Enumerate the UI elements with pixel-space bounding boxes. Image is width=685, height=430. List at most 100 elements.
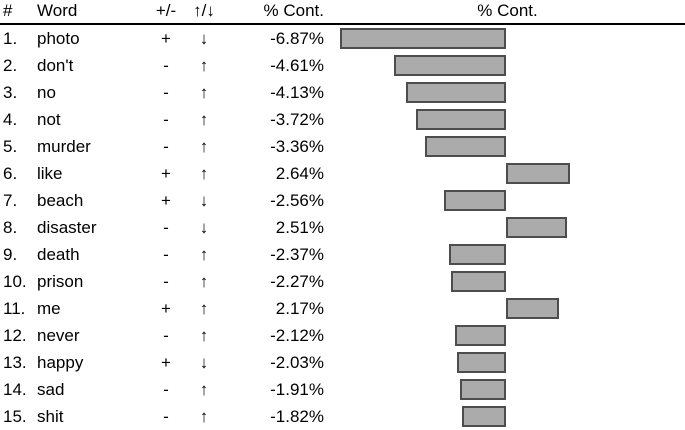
- bar-cell: [330, 241, 685, 268]
- direction-arrow: ↓: [199, 191, 209, 210]
- header-contribution: % Cont.: [263, 1, 324, 20]
- contribution-bar: [506, 298, 559, 319]
- contribution-value: -2.37%: [270, 245, 324, 264]
- row-number: 11.: [3, 299, 26, 318]
- contribution-bar: [456, 352, 506, 373]
- table-row: 9. death - ↑ -2.37%: [0, 241, 685, 268]
- row-number: 12.: [3, 326, 27, 345]
- table-row: 1. photo + ↓ -6.87%: [0, 25, 685, 52]
- row-number: 13.: [3, 353, 27, 372]
- contribution-value: 2.17%: [275, 299, 324, 318]
- contribution-bar: [459, 379, 506, 400]
- table-row: 13. happy + ↓ -2.03%: [0, 349, 685, 376]
- contribution-bar: [415, 109, 506, 130]
- contribution-value: -2.12%: [270, 326, 324, 345]
- contribution-value: -1.82%: [270, 407, 324, 426]
- word-label: never: [37, 326, 80, 345]
- contribution-value: -2.56%: [270, 191, 324, 210]
- sentiment-sign: +: [161, 164, 171, 183]
- table-row: 3. no - ↑ -4.13%: [0, 79, 685, 106]
- bar-cell: [330, 268, 685, 295]
- sentiment-sign: -: [163, 56, 169, 75]
- word-label: like: [37, 164, 63, 183]
- table-row: 8. disaster - ↓ 2.51%: [0, 214, 685, 241]
- table-header: # Word +/- ↑/↓ % Cont. % Cont.: [0, 0, 685, 25]
- header-rank: #: [3, 1, 13, 20]
- contribution-bar: [506, 163, 570, 184]
- contribution-value: 2.64%: [275, 164, 324, 183]
- contribution-value: -4.13%: [270, 83, 324, 102]
- row-number: 3.: [3, 83, 18, 102]
- bar-cell: [330, 106, 685, 133]
- contribution-bar: [451, 271, 506, 292]
- row-number: 6.: [3, 164, 18, 183]
- contribution-bar: [424, 136, 506, 157]
- sentiment-sign: +: [161, 299, 171, 318]
- word-label: don't: [37, 56, 74, 75]
- contribution-bar: [406, 82, 506, 103]
- table-row: 5. murder - ↑ -3.36%: [0, 133, 685, 160]
- sentiment-sign: +: [161, 29, 171, 48]
- row-number: 1.: [3, 29, 18, 48]
- direction-arrow: ↑: [199, 137, 209, 156]
- direction-arrow: ↑: [199, 299, 209, 318]
- word-label: happy: [37, 353, 84, 372]
- sentiment-sign: +: [161, 353, 171, 372]
- direction-arrow: ↑: [199, 83, 209, 102]
- bar-cell: [330, 214, 685, 241]
- direction-arrow: ↓: [199, 353, 209, 372]
- table-row: 4. not - ↑ -3.72%: [0, 106, 685, 133]
- sentiment-sign: -: [163, 83, 169, 102]
- table-row: 2. don't - ↑ -4.61%: [0, 52, 685, 79]
- row-number: 9.: [3, 245, 18, 264]
- bar-cell: [330, 160, 685, 187]
- bar-cell: [330, 52, 685, 79]
- contribution-bar: [394, 55, 506, 76]
- direction-arrow: ↑: [199, 407, 209, 426]
- word-label: disaster: [37, 218, 97, 237]
- contribution-bar: [506, 217, 567, 238]
- row-number: 7.: [3, 191, 18, 210]
- direction-arrow: ↑: [199, 110, 209, 129]
- direction-arrow: ↓: [199, 29, 209, 48]
- direction-arrow: ↑: [199, 164, 209, 183]
- bar-cell: [330, 25, 685, 52]
- word-label: me: [37, 299, 61, 318]
- word-label: death: [37, 245, 80, 264]
- header-arrow: ↑/↓: [193, 1, 215, 20]
- bar-cell: [330, 295, 685, 322]
- bar-cell: [330, 349, 685, 376]
- word-label: shit: [37, 407, 64, 426]
- direction-arrow: ↑: [199, 380, 209, 399]
- sentiment-sign: -: [163, 245, 169, 264]
- sentiment-sign: -: [163, 137, 169, 156]
- row-number: 14.: [3, 380, 27, 399]
- word-label: prison: [37, 272, 84, 291]
- table-row: 10. prison - ↑ -2.27%: [0, 268, 685, 295]
- contribution-value: -2.03%: [270, 353, 324, 372]
- row-number: 4.: [3, 110, 18, 129]
- row-number: 10.: [3, 272, 27, 291]
- contribution-value: -3.36%: [270, 137, 324, 156]
- row-number: 5.: [3, 137, 18, 156]
- bar-cell: [330, 133, 685, 160]
- sentiment-sign: -: [163, 272, 169, 291]
- sentiment-sign: -: [163, 110, 169, 129]
- bar-cell: [330, 79, 685, 106]
- header-sign: +/-: [155, 1, 177, 20]
- header-word: Word: [37, 1, 78, 20]
- bar-cell: [330, 187, 685, 214]
- table-row: 6. like + ↑ 2.64%: [0, 160, 685, 187]
- contribution-bar: [444, 190, 506, 211]
- sentiment-sign: +: [161, 191, 171, 210]
- header-chart-title: % Cont.: [477, 1, 538, 20]
- contribution-value: -3.72%: [270, 110, 324, 129]
- contribution-value: -6.87%: [270, 29, 324, 48]
- contribution-value: -1.91%: [270, 380, 324, 399]
- contribution-bar: [461, 406, 506, 427]
- direction-arrow: ↑: [199, 245, 209, 264]
- table-row: 12. never - ↑ -2.12%: [0, 322, 685, 349]
- table-row: 11. me + ↑ 2.17%: [0, 295, 685, 322]
- row-number: 15.: [3, 407, 27, 426]
